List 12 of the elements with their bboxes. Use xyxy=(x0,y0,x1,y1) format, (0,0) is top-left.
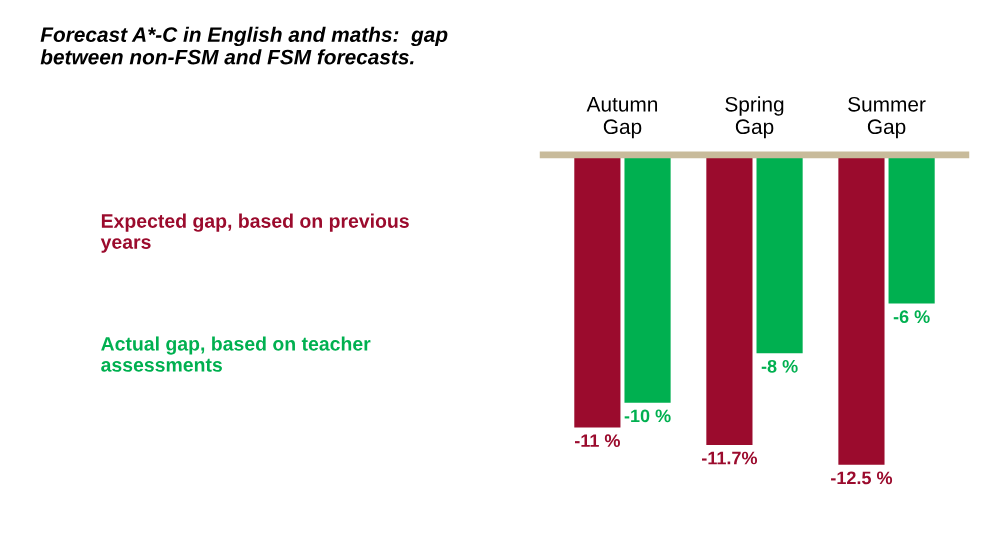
data-label: -12.5 % xyxy=(831,471,893,485)
data-label: -8 % xyxy=(761,359,798,373)
data-label: -10 % xyxy=(624,409,671,423)
x-tick-label: Spring Gap xyxy=(725,96,784,139)
text: Forecast A*-C in English and maths: gap between non-FSM and FSM forecasts. xyxy=(40,26,448,65)
x-tick-label: Autumn Gap xyxy=(586,97,658,139)
data-label: -11 % xyxy=(574,434,620,448)
text: Expected gap, based on previous years xyxy=(100,213,409,253)
x-tick-label: Summer Gap xyxy=(848,96,926,139)
text: Actual gap, based on teacher assessments xyxy=(101,336,371,372)
data-label: -11.7% xyxy=(702,451,758,465)
data-label: -6 % xyxy=(893,310,930,324)
